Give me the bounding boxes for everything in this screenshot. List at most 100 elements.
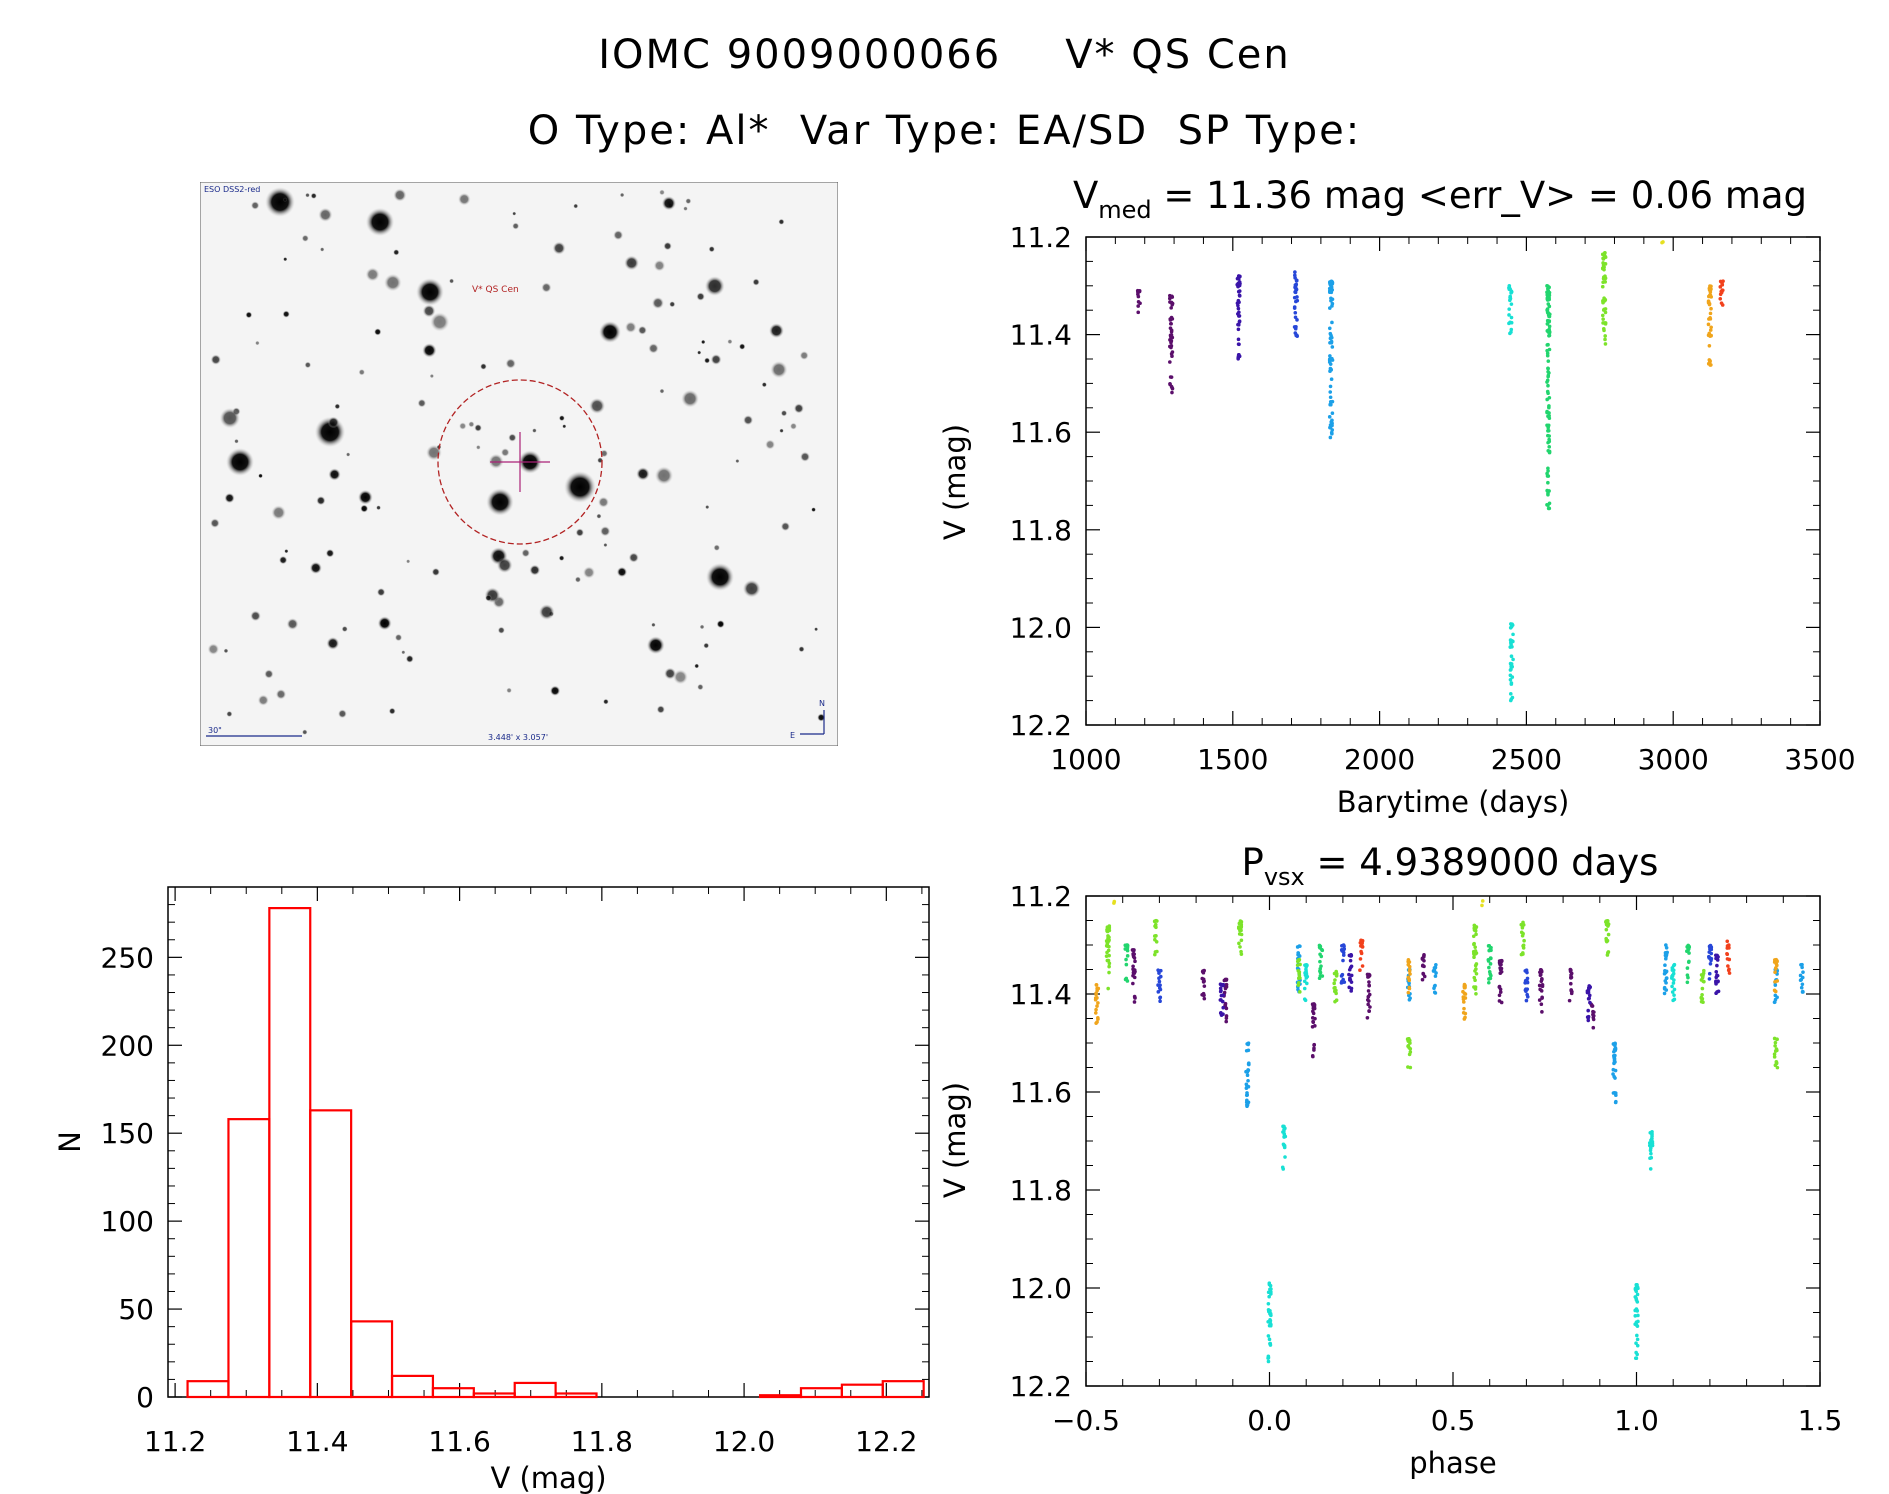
star [735,458,740,464]
data-point [1509,681,1514,685]
y-tick-label: 250 [101,941,154,974]
data-point [1239,932,1244,937]
data-point [1508,625,1513,630]
data-point [1431,968,1436,973]
data-point [1328,435,1333,440]
data-point [1158,987,1163,992]
data-point [1603,337,1607,342]
star [552,241,566,255]
star [613,230,624,241]
data-point [1649,1155,1654,1160]
data-point [1546,374,1550,379]
data-point [1525,992,1529,997]
data-point [1296,951,1300,955]
data-point [1408,972,1412,976]
data-point [1365,998,1370,1002]
star [210,354,222,365]
star [770,360,788,379]
x-tick-label: 0.5 [1431,1404,1476,1437]
data-point [1266,1302,1271,1306]
data-point [1236,322,1240,327]
data-point [1130,948,1135,952]
data-point [1218,989,1223,994]
data-point [1201,970,1206,975]
x-tick-label: 11.2 [144,1425,206,1458]
data-point [1472,926,1477,930]
star [600,526,611,537]
data-point [1327,290,1332,295]
data-point [1726,968,1731,973]
star [624,321,637,334]
star [449,278,455,284]
data-point [1153,934,1158,938]
data-point [1702,968,1706,973]
data-point [1521,951,1525,955]
data-point [1613,1046,1618,1050]
data-point [1585,1015,1590,1019]
data-point [1282,1129,1286,1134]
data-point [1302,986,1307,991]
data-point [1132,975,1137,980]
star [265,187,295,217]
histogram-bar [799,1387,843,1399]
data-point [1224,1019,1229,1024]
data-point [1246,1078,1250,1083]
data-point [1600,284,1605,289]
data-point [1671,971,1676,976]
x-tick-label: 1500 [1197,743,1268,776]
data-point [1606,932,1611,937]
data-point [1153,922,1158,927]
data-point [1708,328,1713,332]
data-point [1093,1011,1098,1015]
x-tick-label: 3500 [1784,743,1855,776]
data-point [1222,978,1227,983]
data-point [1107,924,1112,928]
data-point [1236,289,1241,294]
data-point [1709,287,1713,291]
data-point [1650,1136,1654,1141]
histogram-bar [554,1392,598,1399]
data-point [1237,314,1242,318]
data-point [1634,1350,1638,1355]
star [697,350,702,355]
star [245,311,253,319]
data-point [1671,968,1676,973]
data-point [1201,993,1206,997]
star [383,273,402,292]
star [616,566,628,578]
data-point [1591,1025,1596,1030]
data-point [1706,300,1711,304]
data-point [1590,1004,1594,1008]
data-point [1329,377,1334,382]
data-point [1268,1323,1273,1328]
star [646,636,665,655]
data-point [1245,1073,1250,1078]
data-point [1647,1141,1652,1145]
data-point [1124,976,1129,981]
histogram-bar [758,1394,803,1399]
data-point [1474,932,1478,937]
data-point [1095,1020,1099,1024]
star [727,339,733,345]
data-point [1537,983,1542,988]
star [661,196,677,211]
data-point [1718,296,1723,301]
data-point [1685,966,1690,970]
plot-frame [1085,236,1821,726]
data-point [1663,951,1668,955]
compass [800,710,825,735]
data-point [1700,992,1704,997]
x-tick-label: 12.2 [855,1425,917,1458]
data-point [1714,979,1718,983]
data-point [1604,927,1609,932]
star [654,466,674,485]
data-point [1474,962,1479,966]
title-subscript: med [1098,196,1151,224]
data-point [1487,980,1491,985]
data-point [1537,998,1542,1002]
star [282,310,290,318]
data-point [1329,430,1334,435]
data-point [1489,948,1493,953]
data-point [1283,1155,1287,1159]
data-point [1569,988,1573,992]
